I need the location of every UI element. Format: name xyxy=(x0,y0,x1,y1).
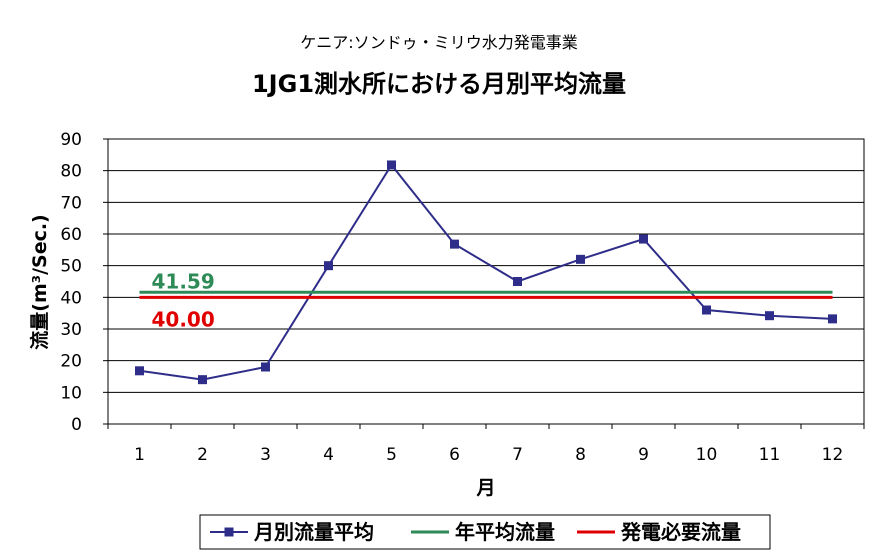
data-point xyxy=(135,366,144,376)
chart-subtitle: ケニア:ソンドゥ・ミリウ水力発電事業 xyxy=(300,33,577,52)
x-tick-label: 7 xyxy=(512,445,523,465)
y-tick-label: 10 xyxy=(60,383,82,403)
data-point xyxy=(324,261,333,271)
reference-label: 40.00 xyxy=(152,307,215,331)
chart-title: 1JG1測水所における月別平均流量 xyxy=(252,70,626,98)
reference-label: 41.59 xyxy=(152,269,215,293)
y-tick-label: 30 xyxy=(60,320,82,340)
x-tick-label: 12 xyxy=(822,445,844,465)
x-tick-label: 11 xyxy=(759,445,781,465)
legend: 月別流量平均 年平均流量 発電必要流量 xyxy=(199,514,771,550)
y-tick-label: 80 xyxy=(60,162,82,182)
y-tick-label: 40 xyxy=(60,288,82,308)
data-point xyxy=(387,160,396,170)
reference-labels: 41.59 40.00 xyxy=(152,269,215,331)
data-point xyxy=(639,234,648,244)
y-tick-label: 0 xyxy=(71,415,82,435)
x-axis-ticks: 1 2 3 4 5 6 7 8 9 10 11 12 xyxy=(107,424,865,465)
y-axis-title: 流量(m³/Sec.) xyxy=(28,214,51,349)
data-point xyxy=(576,254,585,264)
series-layer xyxy=(135,160,837,385)
y-tick-label: 70 xyxy=(60,193,82,213)
y-tick-label: 50 xyxy=(60,257,82,277)
plot-background xyxy=(107,138,865,425)
legend-label: 年平均流量 xyxy=(455,520,555,544)
legend-label: 発電必要流量 xyxy=(620,520,741,544)
y-tick-label: 20 xyxy=(60,352,82,372)
x-axis-title: 月 xyxy=(475,477,495,499)
x-tick-label: 10 xyxy=(696,445,718,465)
x-tick-label: 9 xyxy=(638,445,649,465)
x-tick-label: 1 xyxy=(134,445,145,465)
y-tick-label: 60 xyxy=(60,225,82,245)
x-tick-label: 4 xyxy=(323,445,334,465)
x-tick-label: 8 xyxy=(575,445,586,465)
y-axis-ticks: 0 10 20 30 40 50 60 70 80 90 xyxy=(60,130,108,435)
y-tick-label: 90 xyxy=(60,130,82,150)
data-point xyxy=(450,239,459,249)
x-tick-label: 3 xyxy=(260,445,271,465)
x-tick-label: 6 xyxy=(449,445,460,465)
series-line xyxy=(139,163,833,381)
legend-label: 月別流量平均 xyxy=(253,520,374,544)
data-point xyxy=(828,314,837,324)
legend-box xyxy=(199,514,771,550)
data-point xyxy=(198,375,207,385)
data-point xyxy=(261,362,270,372)
data-point xyxy=(765,311,774,321)
x-tick-label: 5 xyxy=(386,445,397,465)
data-point xyxy=(513,277,522,286)
legend-marker xyxy=(224,527,234,537)
data-point xyxy=(702,305,711,315)
x-tick-label: 2 xyxy=(197,445,208,465)
